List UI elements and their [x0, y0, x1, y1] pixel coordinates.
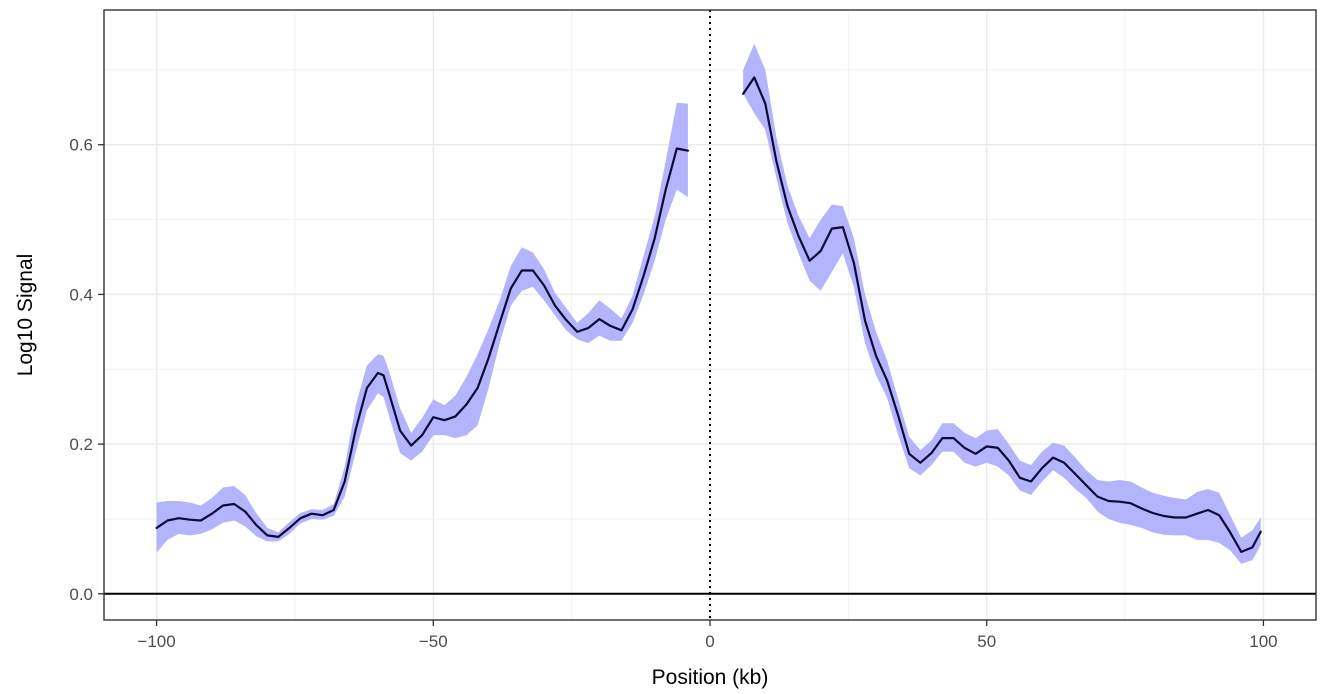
- x-tick-label: −50: [419, 632, 448, 651]
- ribbon-downstream: [743, 43, 1261, 564]
- y-tick-label: 0.0: [69, 585, 93, 604]
- y-tick-label: 0.2: [69, 435, 93, 454]
- x-tick-label: 100: [1249, 632, 1277, 651]
- x-tick-label: 50: [977, 632, 996, 651]
- y-axis-title: Log10 Signal: [14, 254, 37, 377]
- x-axis-tick-labels: −100 −50 0 50 100: [137, 632, 1277, 651]
- y-axis-tick-labels: 0.0 0.2 0.4 0.6: [69, 136, 93, 604]
- signal-lines: [155, 76, 1262, 553]
- x-tick-label: 0: [705, 632, 714, 651]
- x-tick-label: −100: [137, 632, 175, 651]
- signal-line-upstream: [155, 147, 689, 538]
- signal-line-downstream: [742, 76, 1262, 553]
- x-axis-title: Position (kb): [652, 666, 769, 689]
- confidence-ribbons: [156, 43, 1261, 564]
- axis-ticks: [98, 144, 1265, 626]
- reference-lines: [104, 10, 1316, 620]
- y-tick-label: 0.6: [69, 136, 93, 155]
- y-tick-label: 0.4: [69, 285, 93, 304]
- ribbon-upstream: [156, 102, 688, 553]
